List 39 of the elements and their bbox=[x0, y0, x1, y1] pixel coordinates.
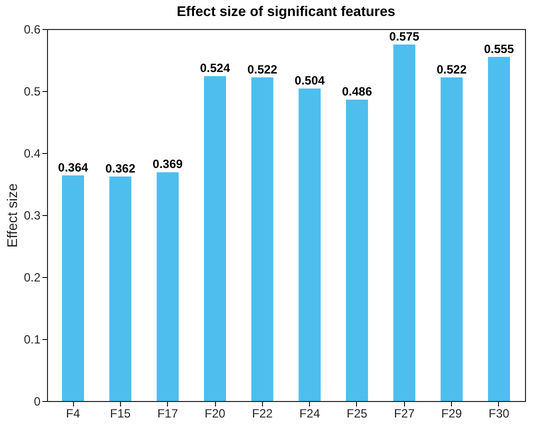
data-label: 0.369 bbox=[152, 157, 184, 172]
data-label: 0.524 bbox=[200, 61, 230, 76]
y-tick-label: 0.2 bbox=[24, 270, 41, 284]
data-label: 0.555 bbox=[484, 42, 514, 56]
bar bbox=[156, 172, 179, 401]
x-tick-label: F30 bbox=[488, 406, 510, 420]
bar bbox=[393, 44, 416, 401]
data-label: 0.504 bbox=[294, 74, 326, 88]
data-label: 0.522 bbox=[436, 62, 467, 76]
bar bbox=[440, 77, 463, 401]
bar bbox=[488, 56, 510, 401]
x-tick-label: F17 bbox=[157, 406, 178, 420]
bar bbox=[346, 100, 368, 401]
x-tick-label: F20 bbox=[204, 406, 226, 420]
data-label: 0.362 bbox=[105, 162, 136, 176]
x-tick-label: F29 bbox=[441, 406, 462, 420]
data-label: 0.486 bbox=[342, 84, 372, 99]
x-tick-label: F15 bbox=[110, 406, 132, 420]
data-label: 0.575 bbox=[389, 30, 420, 44]
y-tick-label: 0.5 bbox=[24, 84, 41, 98]
bar bbox=[298, 88, 321, 401]
x-tick-label: F25 bbox=[346, 406, 368, 420]
y-tick-label: 0 bbox=[34, 394, 41, 408]
y-axis-title: Effect size bbox=[4, 183, 20, 248]
data-label: 0.522 bbox=[247, 62, 278, 76]
bar bbox=[251, 77, 274, 401]
x-tick-label: F24 bbox=[299, 406, 320, 420]
y-tick-label: 0.6 bbox=[24, 22, 41, 36]
x-tick-label: F22 bbox=[252, 406, 273, 420]
y-tick-label: 0.1 bbox=[24, 332, 41, 346]
data-label: 0.364 bbox=[58, 160, 88, 174]
y-tick-label: 0.4 bbox=[24, 146, 41, 160]
y-tick-label: 0.3 bbox=[24, 208, 41, 222]
chart-title: Effect size of significant features bbox=[176, 3, 396, 19]
x-tick-label: F27 bbox=[394, 406, 415, 420]
bar bbox=[109, 176, 132, 401]
bar bbox=[204, 76, 226, 401]
bar bbox=[62, 175, 84, 401]
x-tick-label: F4 bbox=[66, 406, 80, 420]
